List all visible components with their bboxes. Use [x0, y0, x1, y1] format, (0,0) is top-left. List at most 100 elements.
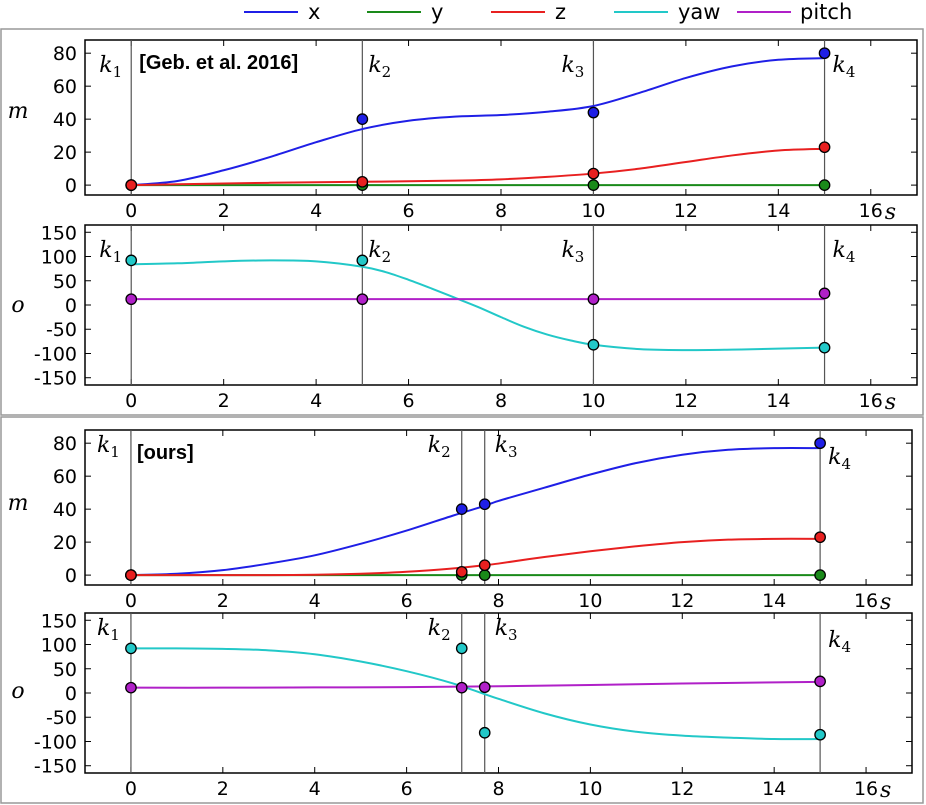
y-tick-label: 80	[53, 43, 77, 65]
keyframe-label-k3: k3	[561, 53, 584, 81]
method-badge: [ours]	[137, 442, 194, 464]
y-tick-label: 0	[65, 175, 77, 197]
y-tick-label: 50	[53, 271, 77, 293]
y-tick-label: 100	[41, 635, 77, 657]
x-tick-label: 8	[495, 390, 507, 412]
x-tick-label: 4	[309, 590, 321, 612]
x-unit-label: s	[880, 590, 891, 615]
x-tick-label: 10	[581, 390, 605, 412]
keyframe-point-yaw	[818, 341, 831, 354]
method-badge: [Geb. et al. 2016]	[139, 52, 298, 74]
keyframe-label-k4: k4	[833, 53, 856, 81]
keyframe-point-z	[125, 179, 138, 191]
series-line-z	[131, 147, 825, 187]
series-line-x	[131, 57, 825, 187]
keyframe-point-z	[814, 531, 826, 544]
plot-area	[84, 39, 918, 196]
y-tick-label: 40	[53, 499, 77, 521]
keyframe-label-k4: k4	[828, 628, 851, 656]
keyframe-point-y	[587, 179, 600, 191]
y-tick-label: 80	[53, 433, 77, 455]
x-unit-label: s	[880, 778, 891, 803]
x-tick-label: 16	[859, 200, 883, 222]
x-tick-label: 12	[674, 200, 698, 222]
keyframe-point-y	[478, 569, 491, 581]
keyframe-point-x	[587, 106, 600, 119]
x-tick-label: 6	[403, 200, 415, 222]
keyframe-label-k2: k2	[368, 238, 391, 266]
y-tick-label: -150	[34, 756, 77, 778]
y-axis-label: m	[8, 491, 29, 516]
legend-label-z: z	[555, 0, 566, 24]
series-layer	[131, 57, 825, 187]
keyframe-label-k2: k2	[428, 616, 451, 644]
keyframe-label-k2: k2	[428, 433, 451, 461]
keyframe-point-yaw	[587, 338, 600, 351]
keyframe-point-z	[125, 569, 137, 581]
keyframe-point-x	[455, 503, 468, 515]
keyframe-point-yaw	[455, 642, 468, 655]
x-tick-label: 2	[218, 390, 230, 412]
keyframe-point-pitch	[818, 287, 831, 300]
y-tick-label: -100	[34, 731, 77, 753]
panel-position-geb: 0 2 4 6 8 10 12 14 16 s 0 20 40 60 80 m k1 k2 k3 k4 [Geb. et…	[8, 39, 918, 225]
keyframe-point-z	[818, 141, 831, 154]
x-tick-label: 2	[217, 778, 229, 800]
legend-label-y: y	[431, 0, 443, 24]
x-tick-label: 0	[125, 778, 137, 800]
y-tick-label: 20	[53, 532, 77, 554]
x-tick-label: 0	[125, 390, 137, 412]
x-tick-label: 14	[762, 590, 786, 612]
legend-label-x: x	[308, 0, 320, 24]
y-axis-label: o	[11, 293, 24, 318]
y-tick-label: 150	[41, 222, 77, 244]
series-line-pitch	[130, 680, 821, 689]
y-tick-label: 0	[65, 565, 77, 587]
plot-area	[84, 224, 918, 386]
keyframe-point-yaw	[125, 254, 138, 267]
keyframe-label-k4: k4	[833, 238, 856, 266]
x-tick-label: 8	[492, 778, 504, 800]
keyframe-point-pitch	[125, 681, 137, 694]
x-tick-label: 14	[762, 778, 786, 800]
x-tick-label: 2	[217, 590, 229, 612]
series-line-yaw	[131, 259, 825, 352]
series-line-yaw	[130, 647, 821, 741]
series-layer	[131, 259, 825, 352]
y-tick-label: -50	[46, 319, 77, 341]
keyframe-point-pitch	[455, 681, 468, 694]
keyframe-label-k3: k3	[495, 616, 518, 644]
x-tick-label: 10	[581, 200, 605, 222]
keyframe-label-k2: k2	[368, 53, 391, 81]
y-tick-label: 60	[53, 76, 77, 98]
x-tick-label: 6	[403, 390, 415, 412]
y-tick-label: 0	[65, 683, 77, 705]
x-unit-label: s	[885, 390, 896, 415]
keyframe-label-k3: k3	[495, 433, 518, 461]
keyframe-point-pitch	[814, 675, 826, 688]
keyframe-point-x	[814, 437, 826, 450]
keyframe-label-k1: k1	[97, 616, 120, 644]
x-tick-label: 12	[670, 590, 694, 612]
keyframe-label-k1: k1	[99, 53, 122, 81]
keyframe-label-k1: k1	[99, 238, 122, 266]
x-tick-label: 12	[670, 778, 694, 800]
legend-label-pitch: pitch	[800, 0, 852, 24]
x-tick-label: 4	[310, 390, 322, 412]
group-frame-bottom	[0, 416, 924, 804]
keyframe-point-pitch	[587, 293, 600, 306]
y-tick-label: 60	[53, 466, 77, 488]
x-tick-label: 10	[578, 778, 602, 800]
series-layer	[130, 647, 821, 741]
legend: x y z yaw pitch	[244, 0, 852, 24]
y-tick-label: 100	[41, 247, 77, 269]
x-tick-label: 8	[495, 200, 507, 222]
keyframe-point-z	[356, 175, 369, 188]
keyframe-label-k1: k1	[97, 433, 120, 461]
x-tick-label: 8	[492, 590, 504, 612]
keyframe-point-y	[818, 179, 831, 191]
x-tick-label: 6	[401, 590, 413, 612]
panel-position-ours: 0 2 4 6 8 10 12 14 16 s 0 20 40 60 80 m k1 k2 k3 k4 [ours]	[8, 429, 913, 615]
